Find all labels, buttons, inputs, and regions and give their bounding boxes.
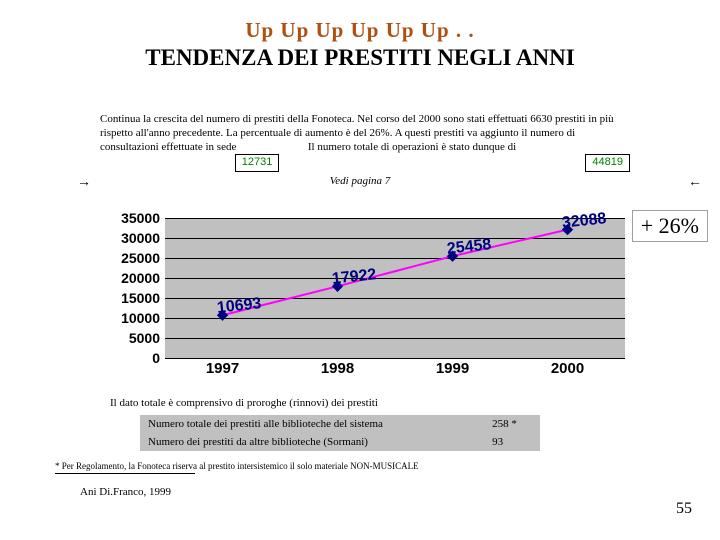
author: Ani Di.Franco, 1999	[80, 486, 720, 498]
trend-chart: 10693179222545832088 0500010000150002000…	[105, 218, 630, 378]
intro-paragraph: Continua la crescita del numero di prest…	[100, 113, 630, 172]
intro-mid: Il numero totale di operazioni è stato d…	[308, 141, 516, 153]
x-tick: 1997	[206, 360, 239, 377]
x-tick: 2000	[551, 360, 584, 377]
title-main: TENDENZA DEI PRESTITI NEGLI ANNI	[0, 45, 720, 71]
table-label: Numero totale dei prestiti alle bibliote…	[140, 415, 484, 433]
x-tick: 1998	[321, 360, 354, 377]
table-row: Numero dei prestiti da altre biblioteche…	[140, 433, 540, 451]
stats-table: Numero totale dei prestiti alle bibliote…	[140, 415, 540, 451]
table-value: 258 *	[484, 415, 540, 433]
box-consultations: 12731	[235, 154, 280, 172]
y-tick: 0	[105, 350, 160, 366]
y-tick: 15000	[105, 290, 160, 306]
arrow-left-icon: ←	[688, 175, 702, 191]
chart-caption: Il dato totale è comprensivo di proroghe…	[110, 397, 720, 409]
y-tick: 35000	[105, 210, 160, 226]
arrow-right-icon: →	[77, 175, 91, 191]
y-tick: 10000	[105, 310, 160, 326]
table-row: Numero totale dei prestiti alle bibliote…	[140, 415, 540, 433]
y-tick: 30000	[105, 230, 160, 246]
box-total-ops: 44819	[585, 154, 630, 172]
footnote: * Per Regolamento, la Fonoteca riserva a…	[55, 461, 720, 471]
y-tick: 20000	[105, 270, 160, 286]
divider	[55, 473, 195, 474]
y-tick: 25000	[105, 250, 160, 266]
title-up: Up Up Up Up Up Up . .	[0, 18, 720, 43]
growth-badge: + 26%	[632, 210, 708, 242]
table-label: Numero dei prestiti da altre biblioteche…	[140, 433, 484, 451]
y-tick: 5000	[105, 330, 160, 346]
see-page: Vedi pagina 7	[0, 175, 720, 187]
table-value: 93	[484, 433, 540, 451]
x-tick: 1999	[436, 360, 469, 377]
page-number: 55	[676, 500, 692, 518]
